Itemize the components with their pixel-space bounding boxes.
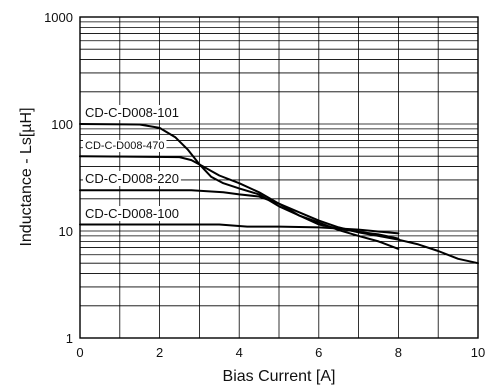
series-line-2 bbox=[79, 155, 479, 265]
series-label-1: CD-C-D008-101 bbox=[85, 105, 179, 120]
x-tick-labels: 0 2 4 6 8 10 bbox=[76, 345, 485, 360]
series-label-4: CD-C-D008-100 bbox=[85, 206, 179, 221]
y-tick-label: 1000 bbox=[44, 10, 73, 25]
grid-lines bbox=[80, 17, 478, 338]
series-label-bg bbox=[83, 105, 181, 120]
series-line-3 bbox=[79, 189, 400, 240]
series-curves bbox=[79, 123, 479, 265]
x-axis-title: Bias Current [A] bbox=[223, 368, 336, 385]
y-tick-label: 1 bbox=[66, 331, 73, 346]
y-tick-labels: 1 10 100 1000 bbox=[44, 10, 73, 346]
series-label-bg bbox=[83, 171, 181, 186]
y-tick-label: 10 bbox=[59, 224, 73, 239]
x-tick-label: 0 bbox=[76, 345, 83, 360]
x-tick-label: 2 bbox=[156, 345, 163, 360]
series-label-2: CD-C-D008-470 bbox=[85, 140, 164, 152]
y-axis-title: Inductance - Ls[µH] bbox=[18, 107, 35, 246]
series-label-3: CD-C-D008-220 bbox=[85, 171, 179, 186]
x-tick-label: 6 bbox=[315, 345, 322, 360]
series-line-1 bbox=[79, 123, 400, 250]
series-labels: CD-C-D008-101 CD-C-D008-470 CD-C-D008-220 C… bbox=[83, 105, 181, 221]
series-label-bg bbox=[83, 206, 181, 221]
y-tick-label: 100 bbox=[51, 117, 73, 132]
series-line-4 bbox=[79, 223, 400, 235]
x-tick-label: 10 bbox=[471, 345, 485, 360]
plot-frame bbox=[79, 16, 479, 339]
x-tick-label: 8 bbox=[395, 345, 402, 360]
series-label-bg bbox=[83, 140, 167, 152]
x-tick-label: 4 bbox=[236, 345, 243, 360]
